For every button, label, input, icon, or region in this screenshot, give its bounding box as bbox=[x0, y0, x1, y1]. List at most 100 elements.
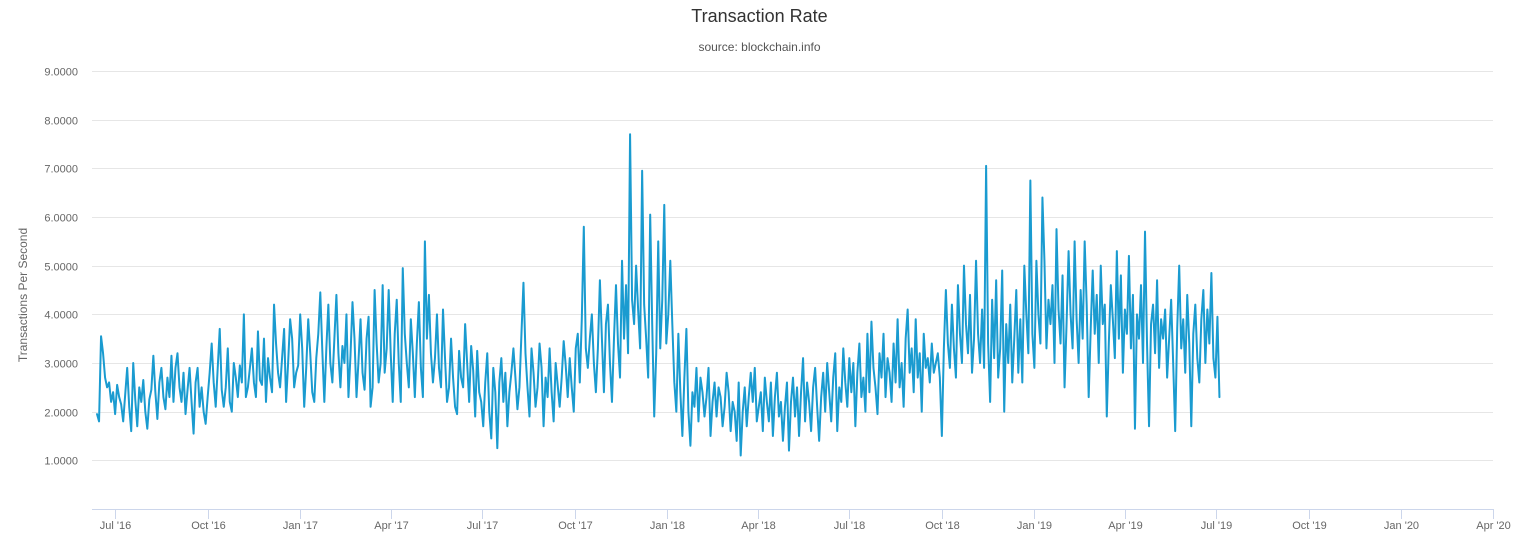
data-point bbox=[1108, 343, 1110, 345]
data-point bbox=[679, 391, 681, 393]
data-point bbox=[472, 369, 474, 371]
data-point bbox=[1194, 304, 1196, 306]
data-point bbox=[144, 411, 146, 413]
x-tick-label: Jul '17 bbox=[467, 520, 498, 532]
data-point bbox=[838, 386, 840, 388]
data-point bbox=[716, 416, 718, 418]
data-point bbox=[1019, 318, 1021, 320]
data-point bbox=[513, 348, 515, 350]
data-point bbox=[559, 406, 561, 408]
data-point bbox=[478, 391, 480, 393]
data-point bbox=[605, 323, 607, 325]
data-point bbox=[444, 357, 446, 359]
data-point bbox=[161, 367, 163, 369]
data-point bbox=[235, 377, 237, 379]
data-point bbox=[1092, 270, 1094, 272]
data-point bbox=[517, 408, 519, 410]
data-point bbox=[647, 377, 649, 379]
data-point bbox=[360, 318, 362, 320]
data-point bbox=[506, 425, 508, 427]
data-point bbox=[344, 362, 346, 364]
data-point bbox=[834, 352, 836, 354]
data-point bbox=[921, 411, 923, 413]
data-point bbox=[241, 382, 243, 384]
data-point bbox=[110, 401, 112, 403]
data-point bbox=[529, 416, 531, 418]
data-point bbox=[877, 413, 879, 415]
data-point bbox=[1070, 313, 1072, 315]
data-point bbox=[1072, 348, 1074, 350]
data-point bbox=[987, 343, 989, 345]
data-point bbox=[551, 391, 553, 393]
data-point bbox=[951, 304, 953, 306]
data-point bbox=[1035, 260, 1037, 262]
axis-labels: 1.0000 2.0000 3.0000 4.0000 5.0000 6.0000 7.00… bbox=[16, 67, 1511, 533]
data-point bbox=[1154, 352, 1156, 354]
data-point bbox=[768, 421, 770, 423]
data-point bbox=[607, 304, 609, 306]
data-point bbox=[1174, 430, 1176, 432]
data-point bbox=[1192, 333, 1194, 335]
data-point bbox=[247, 386, 249, 388]
data-point bbox=[762, 430, 764, 432]
data-point bbox=[1132, 294, 1134, 296]
data-point bbox=[879, 352, 881, 354]
data-point bbox=[412, 352, 414, 354]
data-point bbox=[736, 440, 738, 442]
data-point bbox=[440, 386, 442, 388]
data-point bbox=[941, 435, 943, 437]
data-point bbox=[126, 367, 128, 369]
y-tick-label: 6.0000 bbox=[44, 213, 78, 225]
data-point bbox=[142, 379, 144, 381]
data-point bbox=[760, 391, 762, 393]
data-point bbox=[165, 408, 167, 410]
data-point bbox=[331, 382, 333, 384]
data-point bbox=[197, 367, 199, 369]
data-point bbox=[858, 343, 860, 345]
data-point bbox=[1196, 357, 1198, 359]
data-point bbox=[1162, 338, 1164, 340]
data-point bbox=[931, 343, 933, 345]
data-point bbox=[842, 348, 844, 350]
data-point bbox=[1158, 367, 1160, 369]
data-point bbox=[1206, 309, 1208, 311]
data-point bbox=[173, 401, 175, 403]
data-point bbox=[871, 321, 873, 323]
data-point bbox=[909, 372, 911, 374]
data-point bbox=[613, 338, 615, 340]
data-point bbox=[740, 455, 742, 457]
data-point bbox=[625, 284, 627, 286]
data-point bbox=[852, 362, 854, 364]
data-point bbox=[665, 343, 667, 345]
data-point bbox=[346, 313, 348, 315]
data-point bbox=[209, 372, 211, 374]
data-point bbox=[313, 401, 315, 403]
data-point bbox=[1148, 425, 1150, 427]
data-point bbox=[569, 357, 571, 359]
data-point bbox=[406, 362, 408, 364]
y-axis-title: Transactions Per Second bbox=[16, 228, 30, 362]
y-tick-label: 7.0000 bbox=[44, 164, 78, 176]
data-point bbox=[702, 391, 704, 393]
data-point bbox=[541, 367, 543, 369]
data-point bbox=[804, 421, 806, 423]
data-point bbox=[519, 386, 521, 388]
data-point bbox=[591, 313, 593, 315]
y-tick-label: 8.0000 bbox=[44, 116, 78, 128]
data-point bbox=[903, 406, 905, 408]
data-point bbox=[1003, 411, 1005, 413]
data-point bbox=[291, 338, 293, 340]
data-point bbox=[1064, 386, 1066, 388]
data-point bbox=[1086, 304, 1088, 306]
data-point bbox=[293, 386, 295, 388]
data-point bbox=[770, 382, 772, 384]
data-point bbox=[1172, 362, 1174, 364]
data-point bbox=[808, 401, 810, 403]
data-point bbox=[599, 279, 601, 281]
data-point bbox=[955, 377, 957, 379]
data-point bbox=[523, 282, 525, 284]
data-point bbox=[1215, 377, 1217, 379]
data-point bbox=[400, 401, 402, 403]
data-point bbox=[812, 386, 814, 388]
data-point bbox=[297, 365, 299, 367]
